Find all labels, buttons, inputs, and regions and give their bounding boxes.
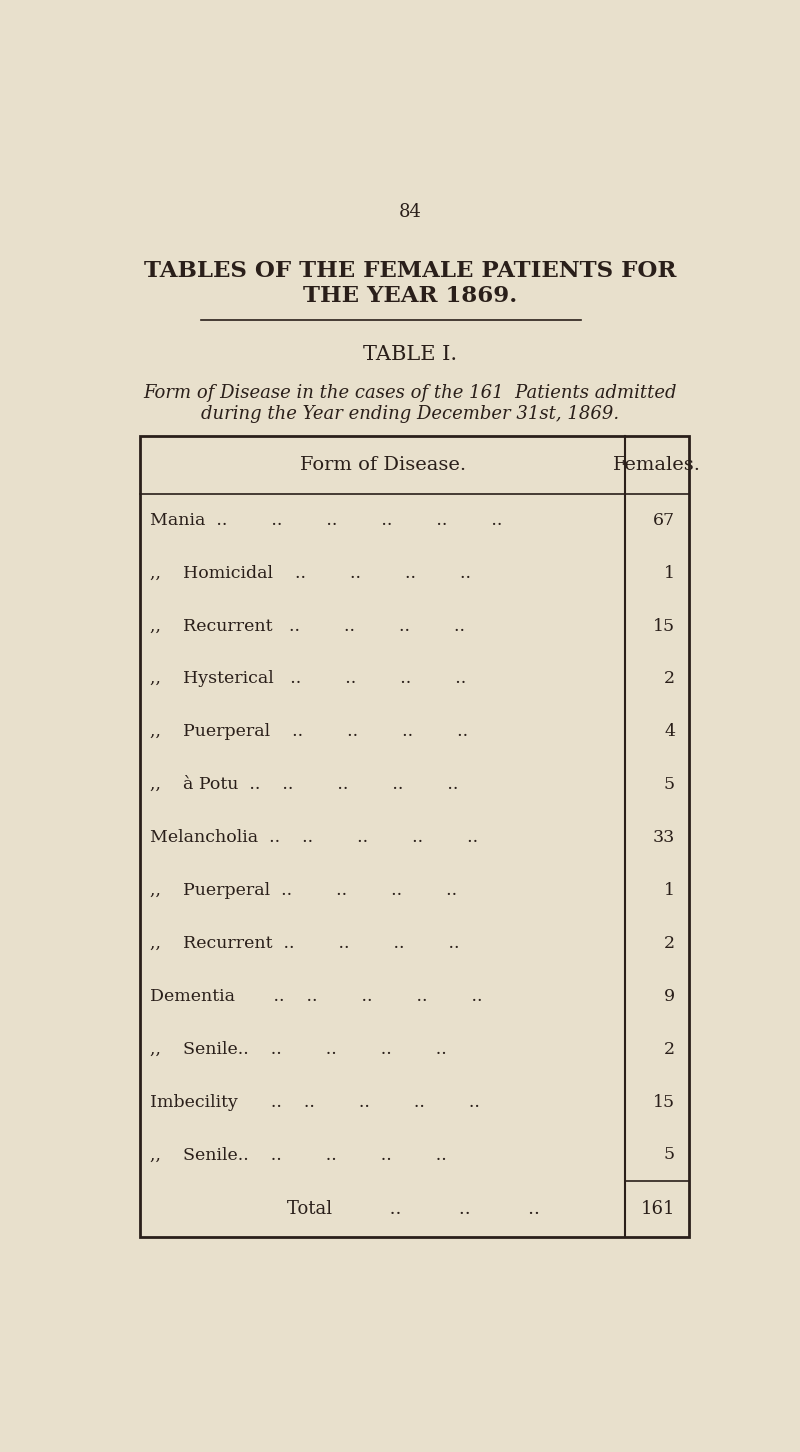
Text: Females.: Females. <box>614 456 702 475</box>
Text: 15: 15 <box>653 617 675 635</box>
Text: Imbecility      ..    ..        ..        ..        ..: Imbecility .. .. .. .. .. <box>150 1093 479 1111</box>
Text: Form of Disease in the cases of the 161  Patients admitted: Form of Disease in the cases of the 161 … <box>143 383 677 402</box>
Text: 2: 2 <box>664 935 675 953</box>
Text: Mania  ..        ..        ..        ..        ..        ..: Mania .. .. .. .. .. .. <box>150 511 502 529</box>
Text: ,,    Senile..    ..        ..        ..        ..: ,, Senile.. .. .. .. .. <box>150 1147 446 1163</box>
Text: 5: 5 <box>664 1147 675 1163</box>
Text: 33: 33 <box>653 829 675 847</box>
Text: 161: 161 <box>641 1201 675 1218</box>
Text: 4: 4 <box>664 723 675 741</box>
Bar <box>140 436 689 1237</box>
Text: TABLES OF THE FEMALE PATIENTS FOR: TABLES OF THE FEMALE PATIENTS FOR <box>144 260 676 283</box>
Text: 9: 9 <box>664 987 675 1005</box>
Text: ,,    Puerperal    ..        ..        ..        ..: ,, Puerperal .. .. .. .. <box>150 723 468 741</box>
Text: ,,    Senile..    ..        ..        ..        ..: ,, Senile.. .. .. .. .. <box>150 1041 446 1057</box>
Text: ,,    Recurrent   ..        ..        ..        ..: ,, Recurrent .. .. .. .. <box>150 617 465 635</box>
Text: 1: 1 <box>664 565 675 582</box>
Text: ,,    Puerperal  ..        ..        ..        ..: ,, Puerperal .. .. .. .. <box>150 881 457 899</box>
Text: Total          ..          ..          ..: Total .. .. .. <box>287 1201 540 1218</box>
Text: ,,    Hysterical   ..        ..        ..        ..: ,, Hysterical .. .. .. .. <box>150 671 466 687</box>
Text: Dementia       ..    ..        ..        ..        ..: Dementia .. .. .. .. .. <box>150 987 482 1005</box>
Text: TABLE I.: TABLE I. <box>363 346 457 364</box>
Text: 67: 67 <box>653 511 675 529</box>
Text: ,,    Homicidal    ..        ..        ..        ..: ,, Homicidal .. .. .. .. <box>150 565 470 582</box>
Text: 5: 5 <box>664 777 675 793</box>
Text: 2: 2 <box>664 1041 675 1057</box>
Text: 1: 1 <box>664 881 675 899</box>
Text: ,,    à Potu  ..    ..        ..        ..        ..: ,, à Potu .. .. .. .. .. <box>150 777 458 793</box>
Text: 15: 15 <box>653 1093 675 1111</box>
Text: 84: 84 <box>398 203 422 221</box>
Text: Form of Disease.: Form of Disease. <box>300 456 466 475</box>
Text: Melancholia  ..    ..        ..        ..        ..: Melancholia .. .. .. .. .. <box>150 829 478 847</box>
Text: during the Year ending December 31st, 1869.: during the Year ending December 31st, 18… <box>201 405 619 423</box>
Text: THE YEAR 1869.: THE YEAR 1869. <box>303 285 517 308</box>
Text: ,,    Recurrent  ..        ..        ..        ..: ,, Recurrent .. .. .. .. <box>150 935 459 953</box>
Text: 2: 2 <box>664 671 675 687</box>
